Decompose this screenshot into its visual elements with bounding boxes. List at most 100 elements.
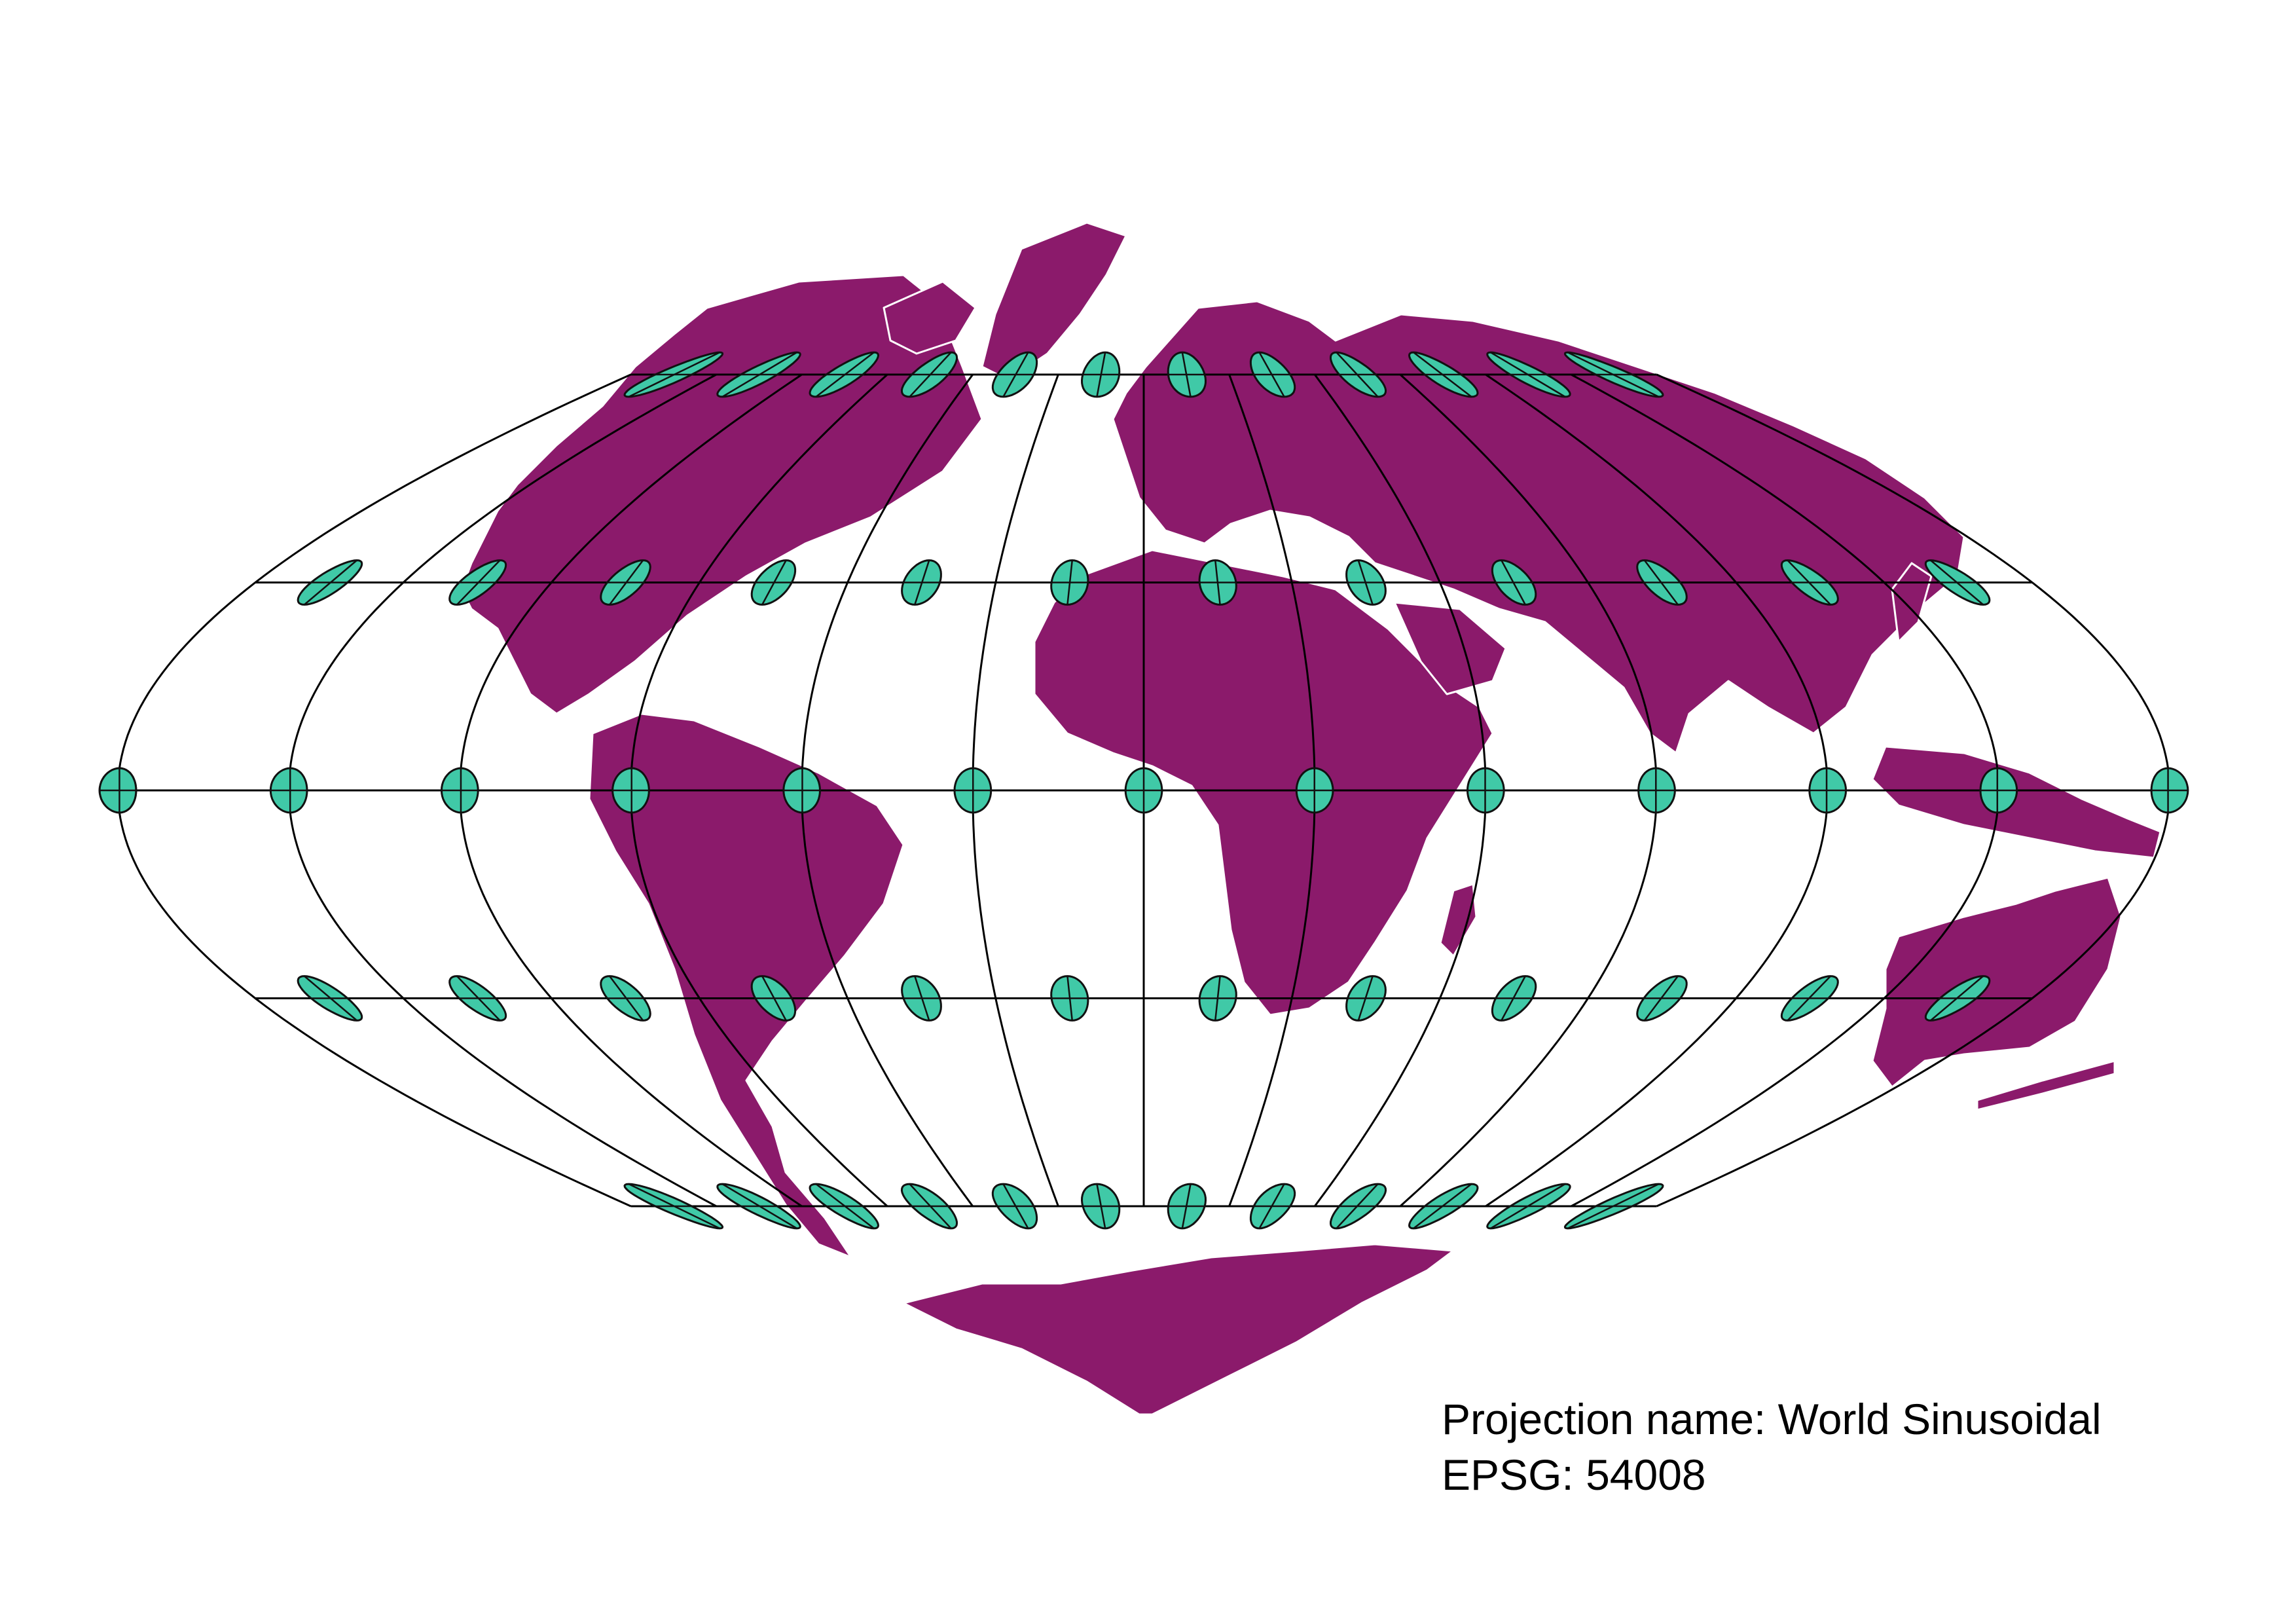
- indicatrix-meridian-axis: [1930, 559, 1984, 606]
- indicatrix-meridian-axis: [1002, 1183, 1029, 1229]
- map-caption: Projection name: World Sinusoidal EPSG: …: [1442, 1392, 2102, 1503]
- indicatrix-meridian-axis: [1501, 560, 1526, 605]
- indicatrix-meridian-axis: [1787, 559, 1831, 606]
- tissot-indicatrix: [1491, 975, 1537, 1022]
- tissot-indicatrix: [297, 975, 363, 1022]
- tissot-indicatrix: [1167, 1183, 1207, 1230]
- tissot-indicatrix: [901, 975, 942, 1022]
- tissot-indicatrix: [1408, 351, 1479, 398]
- tissot-indicatrix: [1636, 975, 1688, 1022]
- tissot-indicatrix: [2150, 767, 2189, 814]
- tissot-indicatrix: [297, 559, 363, 606]
- tissot-indicatrix: [1780, 975, 1839, 1022]
- tissot-indicatrix-layer: [98, 351, 2189, 1230]
- indicatrix-meridian-axis: [1336, 352, 1379, 397]
- tissot-indicatrix: [1486, 1183, 1571, 1230]
- indicatrix-meridian-axis: [1181, 1183, 1192, 1229]
- tissot-indicatrix: [1050, 559, 1089, 606]
- indicatrix-meridian-axis: [721, 1183, 797, 1229]
- indicatrix-meridian-axis: [1096, 352, 1106, 397]
- tissot-indicatrix: [809, 1183, 880, 1230]
- tissot-indicatrix: [269, 767, 308, 814]
- antarctica: [902, 1243, 1455, 1416]
- indicatrix-meridian-axis: [909, 1183, 952, 1229]
- indicatrix-meridian-axis: [1643, 975, 1679, 1022]
- indicatrix-meridian-axis: [1258, 352, 1285, 397]
- tissot-indicatrix: [1198, 559, 1237, 606]
- indicatrix-meridian-axis: [456, 559, 501, 606]
- tissot-indicatrix: [448, 559, 507, 606]
- tissot-indicatrix: [1249, 1183, 1296, 1230]
- tissot-indicatrix: [600, 975, 651, 1022]
- tissot-indicatrix: [623, 351, 724, 398]
- tissot-indicatrix: [98, 767, 137, 814]
- tissot-indicatrix: [1330, 351, 1387, 398]
- tissot-indicatrix: [1466, 767, 1505, 814]
- tissot-indicatrix: [1330, 1183, 1387, 1230]
- indicatrix-meridian-axis: [304, 975, 357, 1022]
- projection-name: Projection name: World Sinusoidal: [1442, 1395, 2102, 1443]
- indicatrix-meridian-axis: [1066, 976, 1073, 1021]
- tissot-indicatrix: [1979, 767, 2018, 814]
- indicatrix-meridian-axis: [815, 352, 875, 397]
- indicatrix-meridian-axis: [1501, 976, 1526, 1021]
- tissot-indicatrix: [1808, 767, 1848, 814]
- indicatrix-meridian-axis: [609, 559, 644, 606]
- indicatrix-meridian-axis: [1357, 976, 1374, 1021]
- tissot-indicatrix: [900, 1183, 958, 1230]
- indicatrix-meridian-axis: [1413, 352, 1472, 397]
- indicatrix-meridian-axis: [628, 352, 720, 397]
- africa: [1033, 549, 1494, 1016]
- maritime-southeast-asia: [1871, 745, 2162, 859]
- epsg-code: EPSG: 54008: [1442, 1450, 1706, 1499]
- tissot-indicatrix: [1080, 351, 1121, 398]
- tissot-indicatrix: [716, 351, 801, 398]
- indicatrix-meridian-axis: [1930, 975, 1984, 1022]
- tissot-indicatrix: [1050, 975, 1089, 1022]
- indicatrix-meridian-axis: [914, 560, 930, 605]
- tissot-indicatrix: [1637, 767, 1676, 814]
- tissot-indicatrix: [901, 559, 942, 606]
- indicatrix-meridian-axis: [1490, 352, 1566, 397]
- indicatrix-meridian-axis: [1567, 1183, 1660, 1229]
- indicatrix-meridian-axis: [909, 352, 952, 397]
- tissot-indicatrix: [716, 1183, 801, 1230]
- tissot-indicatrix: [1295, 767, 1334, 814]
- tissot-indicatrix: [1924, 975, 1991, 1022]
- new-zealand: [1976, 1060, 2116, 1111]
- tissot-indicatrix: [1345, 559, 1387, 606]
- indicatrix-meridian-axis: [304, 559, 357, 606]
- tissot-indicatrix: [1249, 351, 1296, 398]
- tissot-indicatrix: [991, 1183, 1038, 1230]
- indicatrix-meridian-axis: [1096, 1183, 1106, 1229]
- indicatrix-meridian-axis: [609, 975, 644, 1022]
- tissot-indicatrix: [900, 351, 958, 398]
- indicatrix-meridian-axis: [1490, 1183, 1566, 1229]
- arctic-islands: [883, 280, 977, 355]
- tissot-indicatrix: [1780, 559, 1839, 606]
- indicatrix-meridian-axis: [1643, 559, 1679, 606]
- indicatrix-meridian-axis: [1413, 1183, 1472, 1229]
- south-america: [588, 712, 905, 1259]
- australia: [1871, 876, 2123, 1088]
- indicatrix-meridian-axis: [1214, 976, 1221, 1021]
- indicatrix-meridian-axis: [1181, 352, 1192, 397]
- indicatrix-meridian-axis: [761, 560, 787, 605]
- arabian-peninsula: [1393, 601, 1507, 695]
- indicatrix-meridian-axis: [1336, 1183, 1379, 1229]
- tissot-indicatrix: [623, 1183, 724, 1230]
- greenland: [981, 221, 1127, 381]
- tissot-indicatrix: [448, 975, 507, 1022]
- tissot-indicatrix: [1924, 559, 1991, 606]
- indicatrix-meridian-axis: [1002, 352, 1029, 397]
- indicatrix-meridian-axis: [1258, 1183, 1285, 1229]
- tissot-indicatrix: [1198, 975, 1237, 1022]
- tissot-indicatrix: [1408, 1183, 1479, 1230]
- tissot-indicatrix: [1563, 351, 1664, 398]
- tissot-indicatrix: [1636, 559, 1688, 606]
- tissot-indicatrix: [611, 767, 650, 814]
- landmass-layer: [460, 221, 2162, 1416]
- indicatrix-meridian-axis: [721, 352, 797, 397]
- tissot-indicatrix: [1563, 1183, 1664, 1230]
